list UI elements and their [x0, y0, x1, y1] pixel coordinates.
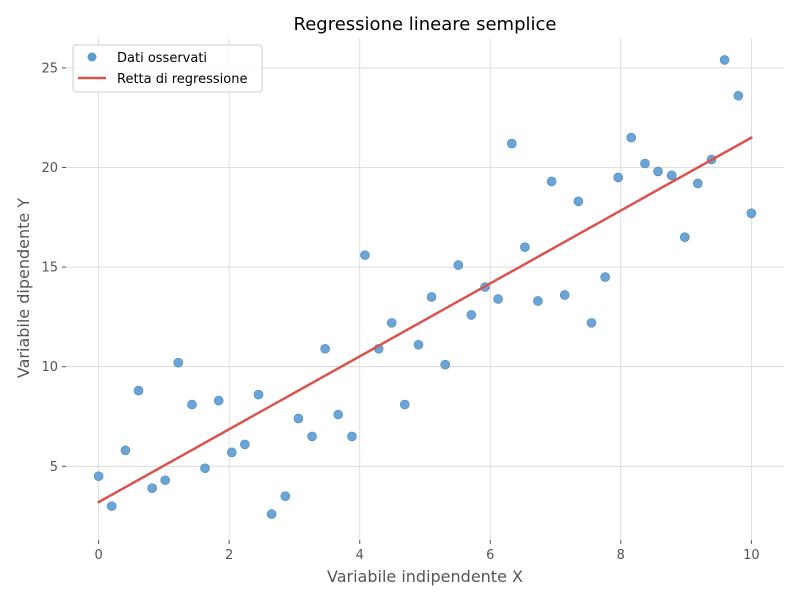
x-tick-label: 10	[743, 548, 760, 563]
data-point	[413, 339, 424, 350]
y-tick-label: 10	[41, 360, 58, 375]
data-point	[640, 158, 650, 169]
data-point	[347, 431, 357, 442]
data-point	[693, 178, 703, 189]
data-point	[613, 172, 624, 183]
data-point	[733, 90, 744, 101]
data-point	[559, 290, 570, 300]
data-point	[666, 170, 677, 181]
axis-ticks: 0 2 4 6 8 10 5 10 15 20 25	[41, 61, 759, 563]
y-tick-label: 20	[41, 161, 58, 176]
data-point	[653, 166, 663, 177]
data-point	[360, 250, 370, 260]
data-point	[586, 318, 597, 328]
x-tick-label: 0	[94, 548, 102, 563]
data-point	[440, 359, 451, 370]
data-point	[120, 445, 131, 456]
data-point	[173, 357, 184, 368]
regression-line	[97, 136, 753, 504]
data-point	[573, 196, 584, 207]
data-point	[280, 491, 291, 501]
data-point	[133, 385, 144, 396]
data-point	[253, 389, 264, 400]
data-point	[719, 55, 730, 65]
data-point	[626, 132, 637, 143]
data-point	[466, 310, 477, 320]
data-point	[93, 471, 104, 482]
chart-title: Regressione lineare semplice	[294, 14, 557, 35]
legend-label-line: Retta di regressione	[117, 72, 247, 87]
grid-lines	[66, 38, 784, 540]
x-tick-label: 8	[617, 548, 625, 563]
x-axis-label: Variabile indipendente X	[327, 567, 523, 586]
data-point	[240, 439, 250, 450]
data-point	[187, 399, 197, 410]
data-point	[200, 463, 210, 474]
data-point	[266, 509, 277, 519]
legend-label-points: Dati osservati	[117, 51, 207, 66]
data-point	[213, 395, 224, 406]
legend: Dati osservati Retta di regressione	[72, 44, 263, 93]
data-point	[293, 413, 304, 424]
data-point	[386, 318, 397, 328]
y-tick-label: 25	[41, 61, 58, 76]
data-point	[226, 447, 237, 458]
regression-line-layer	[97, 136, 753, 504]
data-point	[679, 232, 690, 243]
y-tick-label: 15	[41, 261, 58, 276]
legend-point-marker	[87, 52, 97, 62]
data-point	[160, 475, 171, 486]
x-tick-label: 2	[225, 548, 233, 563]
data-point	[106, 501, 117, 511]
data-point	[520, 242, 530, 252]
data-point	[426, 292, 437, 302]
data-point	[493, 294, 503, 304]
data-point	[453, 260, 464, 270]
data-point	[320, 343, 330, 354]
x-tick-label: 4	[356, 548, 364, 563]
data-point	[307, 431, 317, 442]
legend-box	[72, 44, 263, 93]
data-point	[147, 483, 157, 494]
data-point	[746, 208, 757, 219]
x-tick-label: 6	[486, 548, 494, 563]
data-point	[333, 409, 343, 420]
data-point	[546, 176, 557, 187]
y-tick-label: 5	[50, 460, 58, 475]
data-point	[399, 399, 410, 410]
data-point	[533, 296, 543, 306]
data-point	[600, 272, 610, 282]
data-point	[507, 138, 517, 149]
y-axis-label: Variabile dipendente Y	[14, 198, 33, 378]
